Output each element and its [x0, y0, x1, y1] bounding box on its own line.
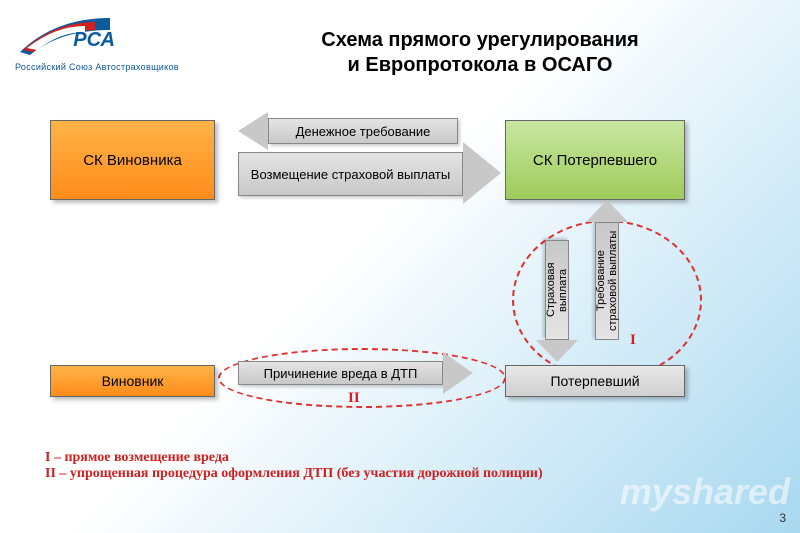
- arrow-claim-label: Требование страховой выплаты: [595, 227, 619, 335]
- title-line1: Схема прямого урегулирования: [321, 29, 638, 51]
- arrow-money-demand-label: Денежное требование: [296, 124, 431, 139]
- page-number: 3: [779, 511, 786, 525]
- roman-I: I: [630, 332, 636, 349]
- logo-acronym: РСА: [73, 29, 115, 52]
- arrow-payout-label: Страховая выплата: [545, 245, 569, 335]
- roman-II: II: [348, 390, 360, 407]
- legend-line1: I – прямое возмещение вреда: [45, 450, 543, 466]
- logo: РСА Российский Союз Автостраховщиков: [15, 10, 195, 72]
- logo-swoosh: РСА: [15, 10, 125, 60]
- box-sk-fault-label: СК Виновника: [83, 152, 182, 169]
- title-line2: и Европротокола в ОСАГО: [348, 54, 613, 76]
- arrow-cause-harm-label: Причинение вреда в ДТП: [264, 366, 418, 381]
- box-fault-label: Виновник: [102, 373, 164, 389]
- box-victim: Потерпевший: [505, 365, 685, 397]
- box-sk-victim-label: СК Потерпевшего: [533, 152, 657, 169]
- box-victim-label: Потерпевший: [550, 373, 639, 389]
- box-sk-victim: СК Потерпевшего: [505, 120, 685, 200]
- legend-line2: II – упрощенная процедура оформления ДТП…: [45, 466, 543, 482]
- diagram: СК Виновника СК Потерпевшего Виновник По…: [50, 100, 750, 500]
- logo-caption: Российский Союз Автостраховщиков: [15, 62, 195, 72]
- page-title: Схема прямого урегулирования и Европрото…: [200, 28, 760, 78]
- box-fault: Виновник: [50, 365, 215, 397]
- arrow-reimburse-label: Возмещение страховой выплаты: [251, 167, 450, 182]
- legend: I – прямое возмещение вреда II – упрощен…: [45, 450, 543, 482]
- box-sk-fault: СК Виновника: [50, 120, 215, 200]
